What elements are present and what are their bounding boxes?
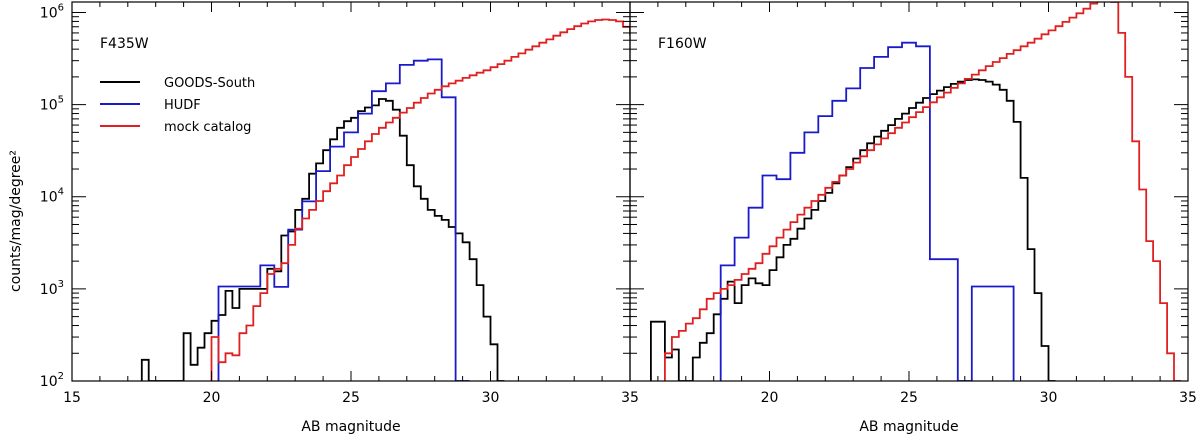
y-tick-label: 102 bbox=[40, 371, 64, 390]
legend-label: HUDF bbox=[164, 98, 201, 113]
series-goods-south bbox=[650, 78, 1056, 381]
series-hudf bbox=[217, 58, 470, 381]
y-tick-label: 105 bbox=[40, 95, 64, 114]
series-hudf bbox=[719, 41, 1015, 381]
y-tick-label: 106 bbox=[40, 2, 64, 21]
x-axis-label: AB magnitude bbox=[301, 419, 400, 435]
x-axis-label: AB magnitude bbox=[859, 419, 958, 435]
x-tick-label: 25 bbox=[342, 390, 360, 406]
x-tick-label: 35 bbox=[1179, 390, 1197, 406]
series-mock-catalog bbox=[664, 2, 1181, 381]
panel-title: F160W bbox=[658, 36, 707, 52]
legend-label: GOODS-South bbox=[164, 76, 255, 91]
x-tick-label: 30 bbox=[482, 390, 500, 406]
legend: GOODS-South HUDF mock catalog bbox=[100, 76, 255, 135]
x-tick-label: 30 bbox=[1040, 390, 1058, 406]
x-tick-label: 35 bbox=[621, 390, 639, 406]
x-tick-label: 25 bbox=[900, 390, 918, 406]
y-tick-label: 103 bbox=[40, 279, 64, 298]
series-goods-south bbox=[140, 98, 505, 381]
x-tick-label: 15 bbox=[63, 390, 81, 406]
y-axis-label: counts/mag/degree² bbox=[8, 150, 24, 292]
plot-frame bbox=[71, 1, 631, 382]
series-mock-catalog bbox=[210, 18, 630, 381]
panel-f435w: 15 20 25 30 35 AB magnitude 102 103 104 105 106 F43… bbox=[40, 1, 639, 435]
x-tick-label: 20 bbox=[761, 390, 779, 406]
panel-title: F435W bbox=[100, 36, 149, 52]
panel-f160w: 20 25 30 35 AB magnitude F160W bbox=[629, 1, 1197, 435]
legend-label: mock catalog bbox=[164, 120, 251, 135]
y-tick-label: 104 bbox=[40, 187, 64, 206]
x-tick-label: 20 bbox=[203, 390, 221, 406]
